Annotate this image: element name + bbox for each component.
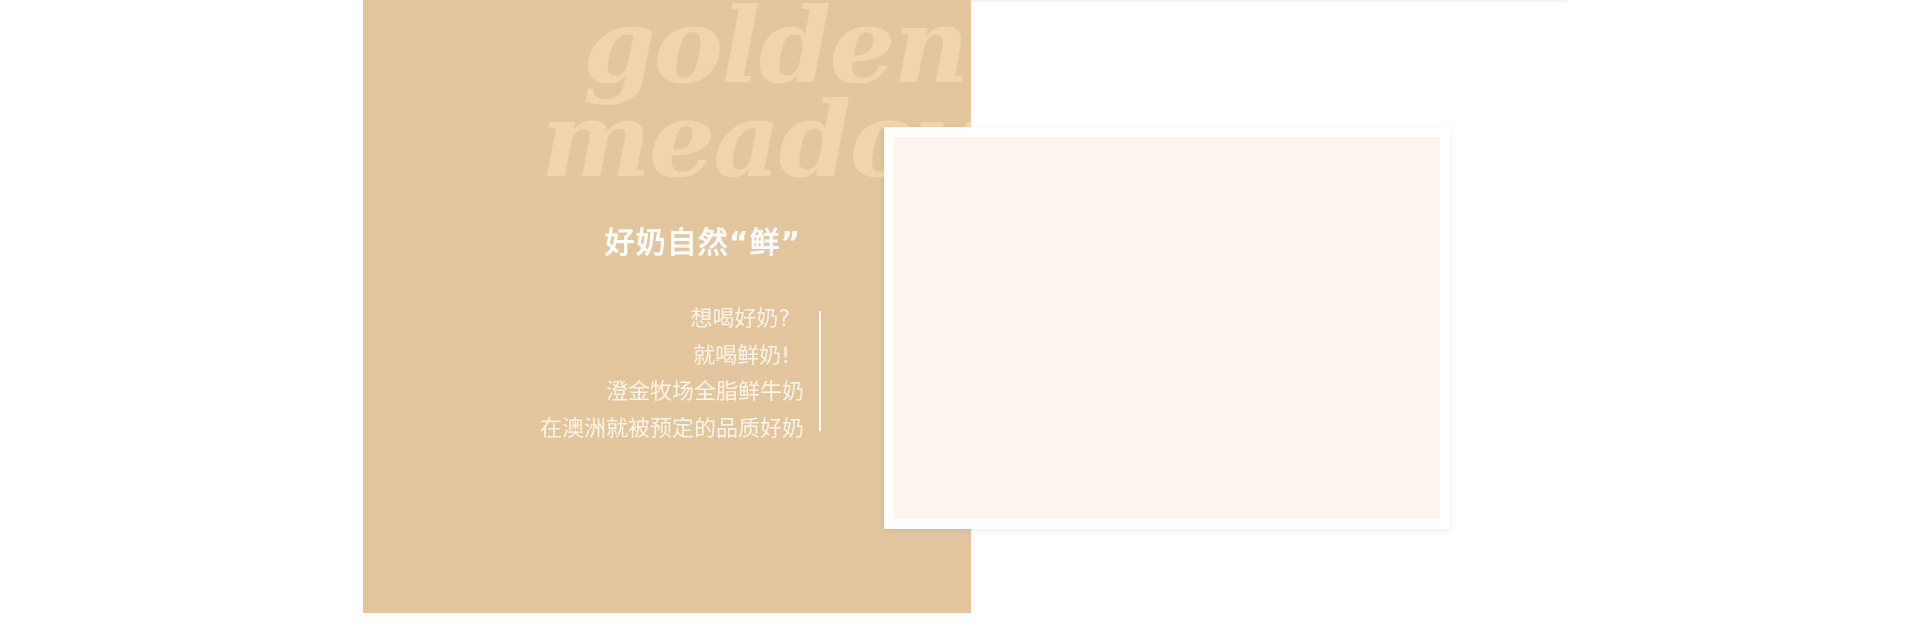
slogan: 好奶自然“鲜” [604, 226, 802, 261]
tagline-3: 澄金牧场全脂鲜牛奶 [605, 380, 804, 405]
tagline-4: 在澳洲就被预定的品质好奶 [539, 416, 804, 442]
brand-panel: golden meadow 好奶自然“鲜” 想喝好奶? 就喝鲜奶! 澄金牧场全脂… [363, 0, 971, 613]
tagline-2: 就喝鲜奶! [693, 343, 790, 369]
photo-card [884, 127, 1450, 529]
tagline-group: 想喝好奶? 就喝鲜奶! 澄金牧场全脂鲜牛奶 在澳洲就被预定的品质好奶 [363, 302, 804, 448]
top-rule [967, 0, 1567, 2]
photo-placeholder [894, 137, 1440, 519]
vertical-divider [819, 311, 821, 431]
tagline-1: 想喝好奶? [690, 307, 790, 332]
brand-script-line-1: golden [583, 0, 969, 107]
